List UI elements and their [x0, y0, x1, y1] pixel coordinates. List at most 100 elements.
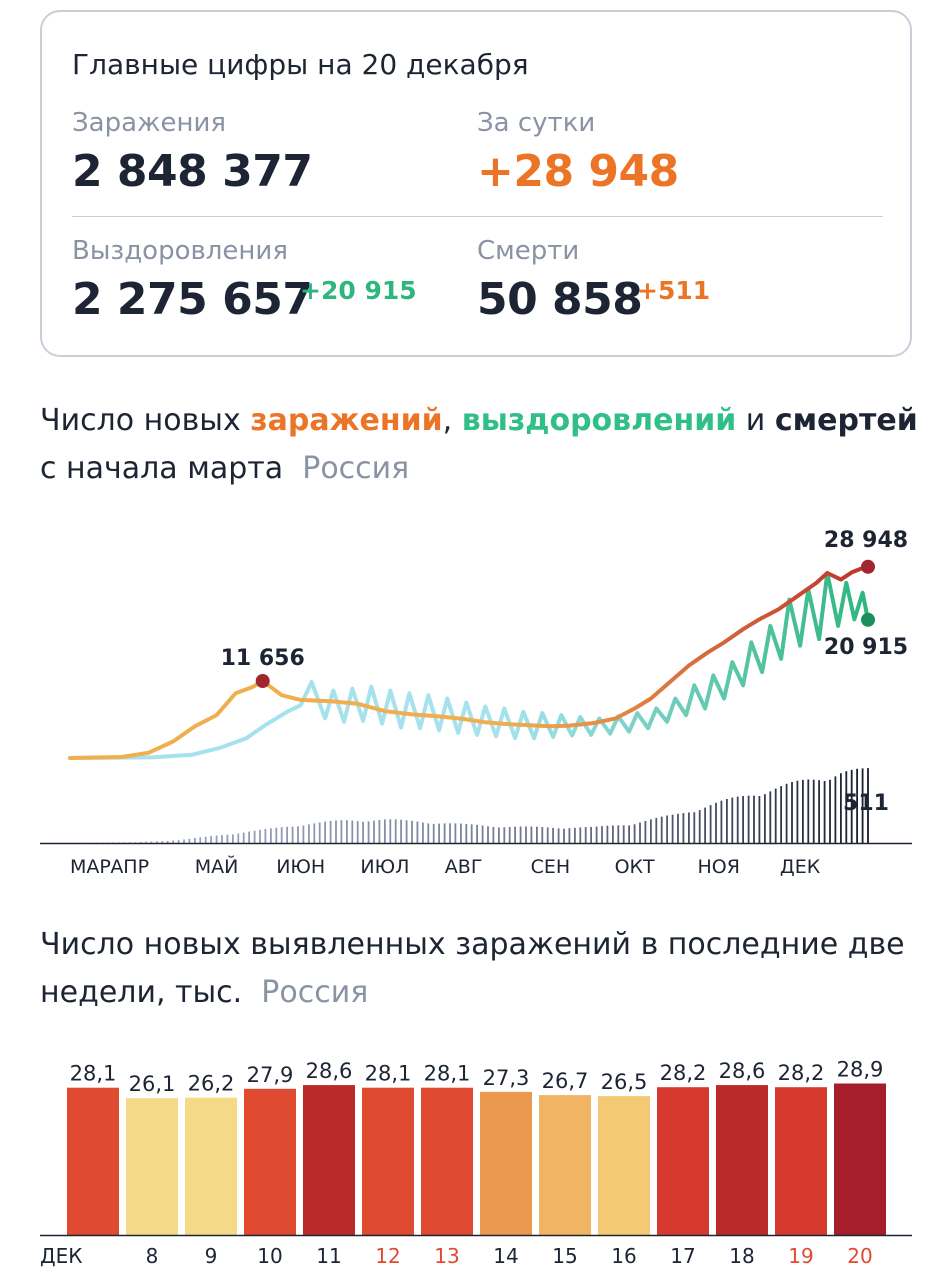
death-bar [286, 826, 288, 843]
death-bar [367, 821, 370, 843]
death-bar [335, 820, 337, 843]
x-tick-label: АПР [110, 856, 149, 878]
death-bar [715, 802, 717, 843]
death-bar [655, 817, 658, 843]
death-bar [324, 821, 326, 843]
death-bar [194, 838, 196, 843]
infections-value: 2 848 377 [72, 146, 313, 197]
death-bar [525, 826, 527, 843]
title-deaths: смертей [774, 403, 918, 438]
death-bar [427, 823, 430, 843]
daily-cases-line-chart: МАР АПР МАЙ ИЮН ИЮЛ АВГ СЕН ОКТ НОЯ ДЕК 11 656 28 9… [40, 528, 912, 878]
death-bar [633, 824, 636, 843]
death-bar [128, 842, 131, 843]
death-bar [150, 841, 153, 843]
bar [480, 1091, 532, 1235]
death-bar [340, 820, 343, 843]
death-bar [698, 810, 701, 843]
death-bar [530, 826, 533, 843]
bar-value-label: 28,9 [837, 1058, 884, 1082]
death-bar [867, 768, 869, 843]
x-tick-label: МАЙ [195, 855, 239, 878]
summary-card: Главные цифры на 20 декабря Заражения 2 … [40, 10, 912, 357]
deaths-label: Смерти [477, 236, 580, 266]
death-bar [177, 840, 180, 843]
death-bar [617, 825, 620, 843]
bar-value-label: 26,2 [188, 1072, 235, 1096]
title-comma: , [442, 403, 462, 438]
death-bar [791, 782, 793, 843]
death-bar [405, 820, 408, 843]
death-bar [574, 827, 576, 843]
bar-value-label: 26,7 [542, 1069, 589, 1093]
bar-chart-title: Число новых выявленных заражений в после… [40, 921, 920, 1017]
bar-value-label: 26,5 [601, 1070, 648, 1094]
death-bar [671, 814, 674, 843]
death-bar [688, 812, 690, 843]
deaths-delta: +511 [637, 276, 711, 305]
death-bar [568, 828, 571, 843]
death-bar [563, 828, 565, 843]
death-bar [465, 823, 468, 843]
bar-value-label: 28,1 [365, 1062, 412, 1086]
death-bar [709, 805, 712, 843]
bar [126, 1098, 178, 1235]
death-bar [774, 788, 777, 843]
death-bar [443, 823, 446, 843]
title-and: и [736, 403, 775, 438]
bar-tick-label: 12 [375, 1244, 400, 1268]
annotation-label-infections: 28 948 [824, 528, 908, 553]
death-bar [514, 826, 516, 843]
annotation-dot-recoveries [861, 612, 875, 627]
death-bar [411, 820, 413, 843]
death-bar [313, 823, 316, 843]
death-bar [172, 840, 174, 843]
title-recoveries: выздоровлений [461, 403, 737, 438]
death-bar [536, 826, 538, 843]
death-bar [498, 827, 500, 843]
death-bar [259, 829, 261, 843]
region-label: Россия [302, 451, 410, 486]
death-bar [595, 826, 598, 843]
death-bar [221, 835, 223, 843]
death-bar [226, 834, 229, 843]
death-bar [834, 776, 837, 843]
death-bar [454, 823, 457, 843]
death-bar [264, 829, 267, 843]
death-bar [362, 821, 364, 843]
death-bar [508, 827, 511, 843]
death-bar [845, 771, 848, 843]
bar-value-label: 27,3 [483, 1066, 530, 1090]
bar-value-label: 27,9 [247, 1063, 294, 1087]
death-bar [584, 827, 587, 843]
bar [362, 1087, 414, 1235]
death-bar [818, 780, 820, 843]
death-bar [199, 837, 202, 843]
death-bar [861, 768, 864, 843]
death-bar [237, 833, 240, 843]
death-bar [796, 780, 799, 843]
death-bar [308, 824, 310, 843]
death-bar [329, 820, 332, 843]
death-bar [123, 842, 126, 843]
recoveries-value: 2 275 657 [72, 274, 313, 325]
bar-tick-label: 16 [611, 1244, 636, 1268]
death-bar [346, 820, 348, 843]
death-bar [546, 827, 549, 843]
x-tick-label: ИЮЛ [360, 856, 409, 878]
death-bar [270, 828, 272, 843]
death-bar [644, 821, 647, 843]
death-bar [134, 842, 136, 843]
death-bar [416, 821, 419, 843]
death-bar [460, 823, 462, 843]
annotation-dot-infections [255, 674, 270, 688]
bar-title-line2: недели, тыс. [40, 975, 243, 1010]
death-bar [438, 823, 440, 843]
death-bar [503, 827, 506, 843]
death-bar [769, 791, 772, 843]
death-bar [785, 783, 788, 843]
summary-title: Главные цифры на 20 декабря [72, 48, 529, 81]
bar-title-line1: Число новых выявленных заражений в после… [40, 927, 905, 962]
death-bar [807, 779, 810, 843]
daily-label: За сутки [477, 108, 596, 138]
